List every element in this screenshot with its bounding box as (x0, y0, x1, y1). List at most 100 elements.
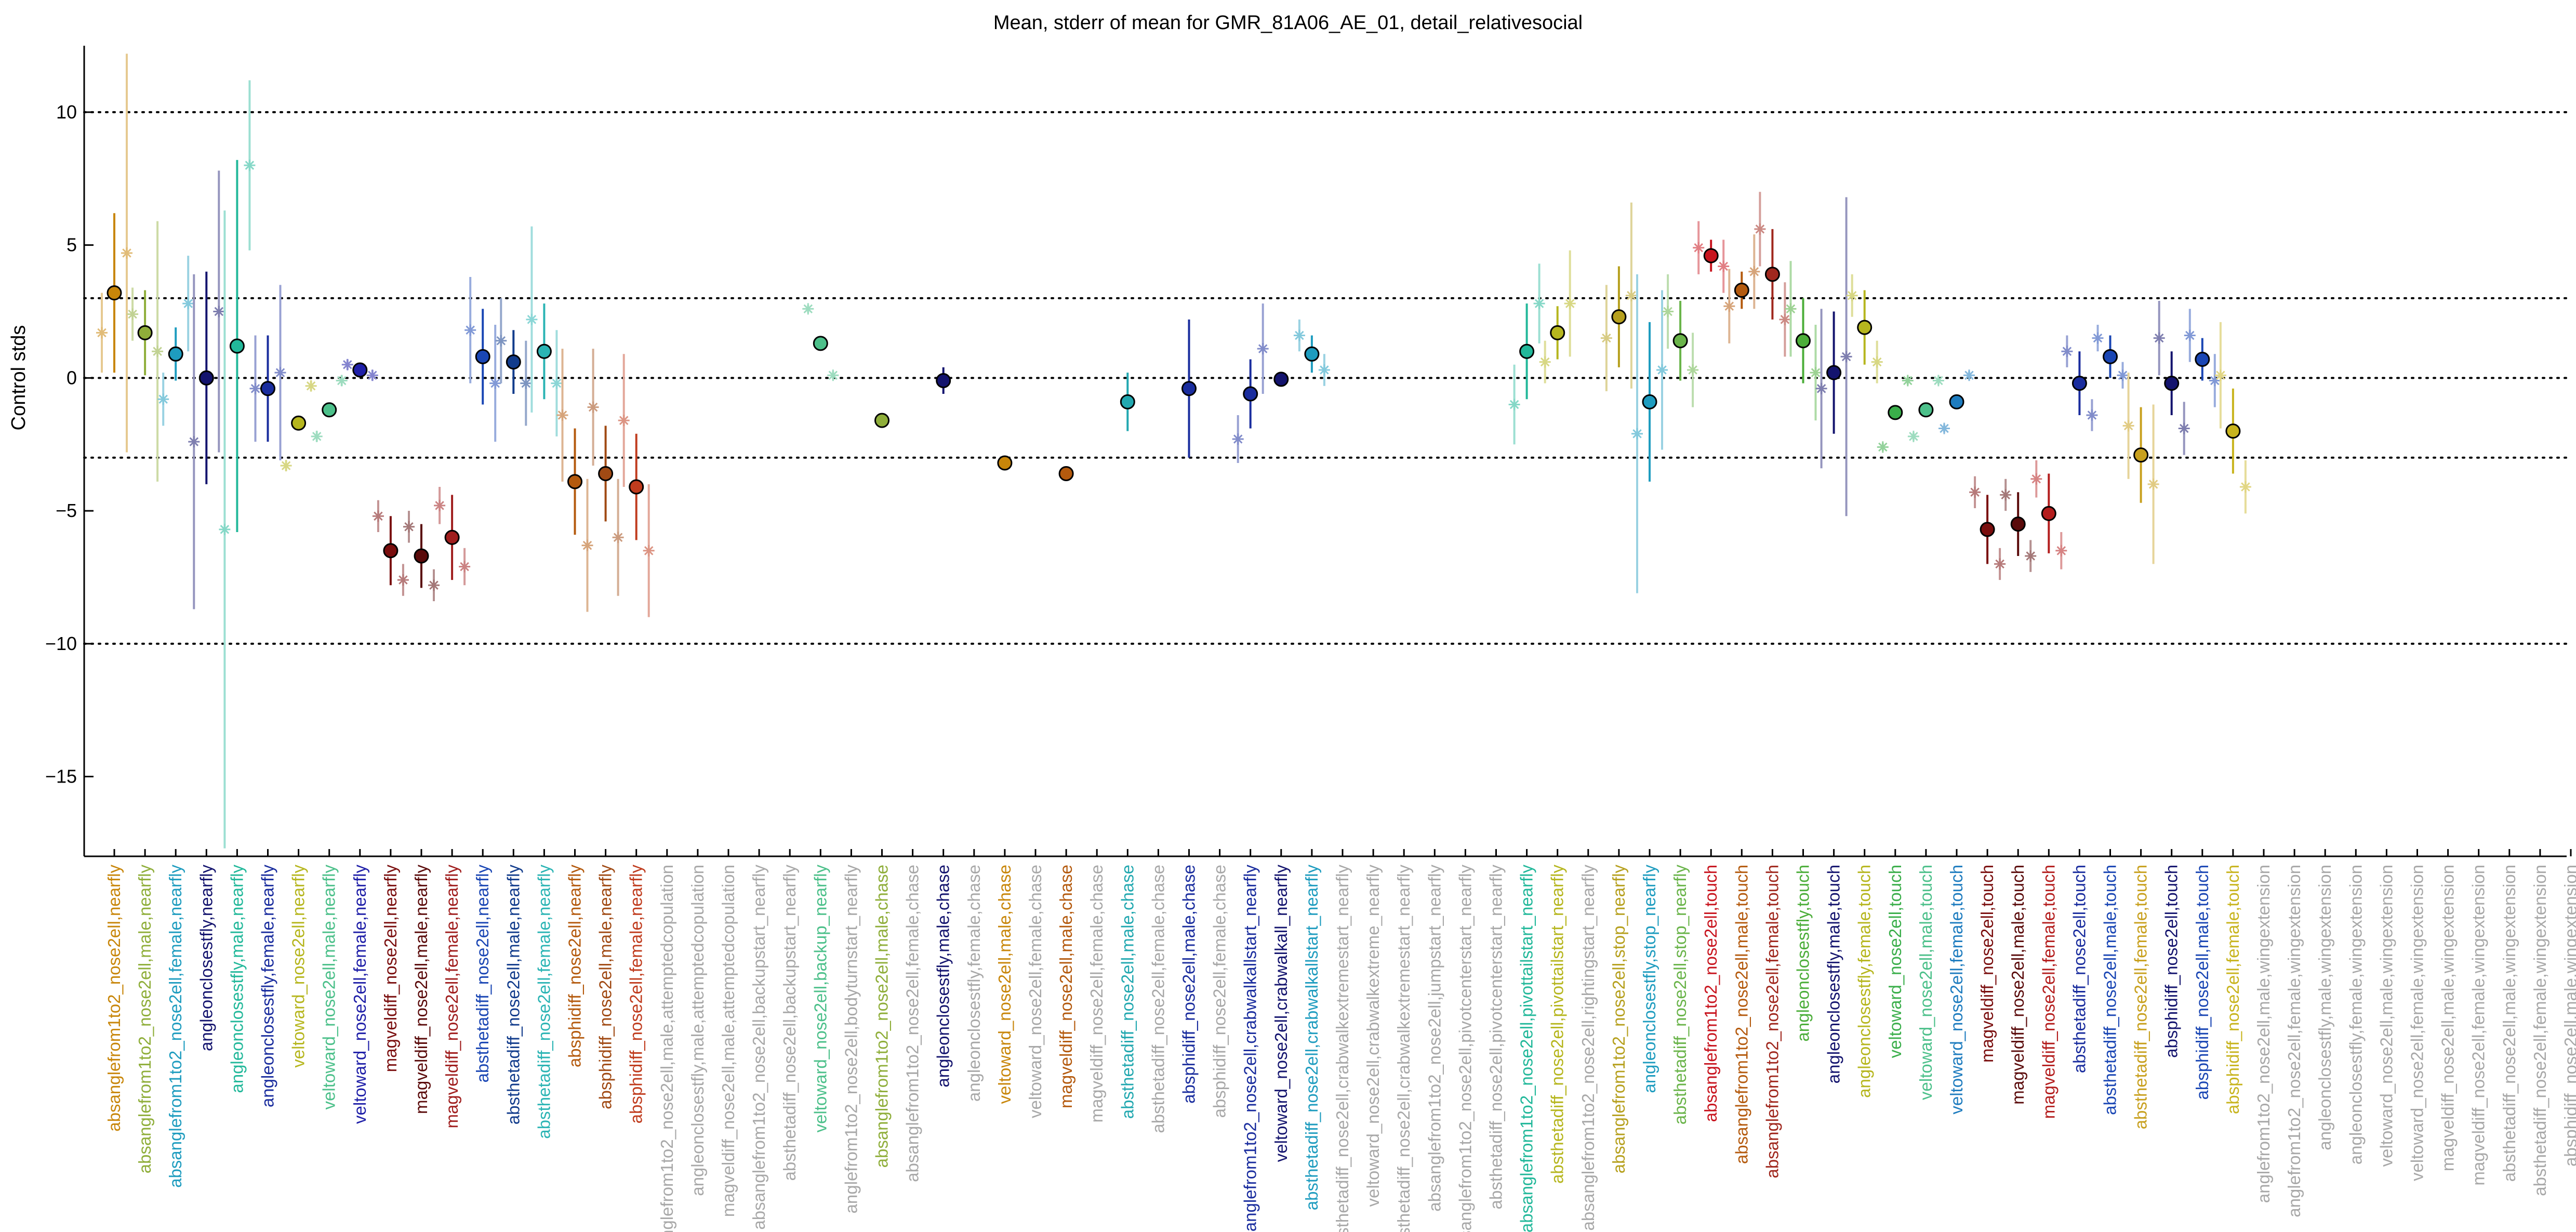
y-tick-label: 5 (67, 234, 77, 256)
mean-point (383, 543, 399, 559)
x-tick-label: absthetadiff_nose2ell,male,wingextension (2500, 865, 2519, 1182)
category-marks (874, 413, 889, 428)
x-tick-label: absphidiff_nose2ell,male,wingextension (2561, 865, 2576, 1167)
x-tick-label: veltoward_nose2ell,touch (1885, 865, 1905, 1058)
mean-point (475, 349, 490, 364)
x-tick-label: absthetadiff_nose2ell,crabwalkextremesta… (1394, 865, 1413, 1232)
mean-point (1672, 333, 1688, 349)
experiment-point (1509, 400, 1519, 409)
mean-point (1273, 372, 1289, 387)
mean-point (260, 381, 275, 396)
category-marks (403, 511, 440, 601)
experiment-point (1970, 487, 1980, 497)
x-tick-label: absanglefrom1to2_nose2ell,pivottailstart… (1517, 865, 1536, 1232)
x-tick-label: absanglefrom1to2_nose2ell,male,touch (1732, 865, 1751, 1164)
experiment-point (2179, 423, 2189, 433)
experiment-point (1627, 291, 1636, 300)
category-marks (2092, 325, 2129, 389)
category-marks (311, 375, 348, 442)
experiment-point (183, 299, 193, 308)
experiment-point (1755, 224, 1765, 234)
x-tick-label: absthetadiff_nose2ell,pivottailstart_nea… (1548, 865, 1567, 1184)
x-tick-label: veltoward_nose2ell,female,wingextension (2408, 865, 2427, 1181)
x-tick-label: absthetadiff_nose2ell,stop_nearfly (1670, 865, 1690, 1125)
mean-point (1857, 320, 1873, 335)
y-tick-label: −5 (56, 500, 77, 521)
experiment-point (2185, 330, 2195, 340)
category-marks (556, 349, 593, 612)
x-tick-label: angleonclosestfly,male,attemptedcopulati… (688, 865, 707, 1196)
x-tick-label: absthetadiff_nose2ell,touch (2069, 865, 2089, 1073)
category-marks (1539, 250, 1576, 383)
x-tick-label: absanglefrom1to2_nose2ell,female,nearfly (166, 865, 185, 1188)
experiment-point (1233, 434, 1243, 444)
x-tick-label: veltoward_nose2ell,male,chase (995, 865, 1014, 1104)
experiment-point (189, 437, 199, 446)
data-marks (96, 54, 2251, 849)
mean-point (1120, 394, 1135, 409)
experiment-point (1934, 376, 1943, 386)
experiment-point (2148, 480, 2158, 489)
experiment-point (527, 315, 537, 324)
experiment-point (1940, 423, 1949, 433)
mean-point (2225, 423, 2241, 439)
x-tick-label: veltoward_nose2ell,female,touch (1947, 865, 1966, 1115)
experiment-point (1909, 432, 1918, 441)
category-marks (1600, 202, 1637, 391)
x-tick-label: veltoward_nose2ell,male,nearfly (320, 865, 339, 1110)
x-tick-label: absthetadiff_nose2ell,female,wingextensi… (2530, 865, 2550, 1196)
experiment-point (582, 540, 592, 550)
mean-point (874, 413, 889, 428)
x-tick-label: magveldiff_nose2ell,male,chase (1056, 865, 1075, 1108)
mean-point (2041, 506, 2056, 521)
experiment-point (557, 410, 567, 420)
category-marks (1181, 319, 1197, 458)
experiment-point (828, 370, 838, 380)
mean-point (1888, 405, 1903, 420)
category-marks (1293, 319, 1330, 386)
reference-lines (83, 111, 2568, 645)
mean-point (1304, 346, 1320, 362)
experiment-point (460, 562, 469, 572)
x-tick-label: angleonclosestfly,female,wingextension (2346, 865, 2365, 1164)
experiment-point (1320, 365, 1329, 375)
mean-point (1611, 309, 1627, 325)
category-marks (157, 256, 194, 426)
x-tick-label: magveldiff_nose2ell,male,wingextension (2438, 865, 2458, 1171)
mean-point (2072, 376, 2087, 391)
mean-point (1796, 333, 1811, 349)
y-tick-label: 0 (67, 367, 77, 388)
mean-point (567, 474, 582, 489)
mean-point (2103, 349, 2118, 364)
x-tick-label: absthetadiff_nose2ell,male,chase (1118, 865, 1137, 1119)
experiment-point (1540, 357, 1550, 367)
category-marks (1508, 263, 1545, 445)
experiment-point (1878, 442, 1888, 452)
experiment-point (1964, 370, 1974, 380)
experiment-point (220, 525, 230, 534)
x-tick-label: absphidiff_nose2ell,nearfly (565, 865, 585, 1068)
experiment-point (435, 501, 444, 510)
category-marks (1815, 197, 1852, 516)
mean-point (229, 338, 245, 354)
mean-point (629, 479, 644, 495)
x-tick-label: absanglefrom1to2_nose2ell,male,nearfly (135, 865, 154, 1174)
category-marks (464, 276, 501, 442)
x-tick-label: absanglefrom1to2_nose2ell,stop_nearfly (1609, 865, 1628, 1174)
experiment-point (1719, 261, 1728, 271)
x-tick-label: veltoward_nose2ell,female,nearfly (350, 865, 369, 1124)
experiment-point (2216, 370, 2225, 380)
experiment-point (306, 381, 316, 391)
mean-point (2010, 516, 2026, 532)
experiment-point (2154, 333, 2164, 343)
x-tick-label: absanglefrom1to2_nose2ell,jumpstart_near… (1425, 865, 1444, 1212)
mean-point (198, 370, 214, 386)
x-tick-label: angleonclosestfly,male,wingextension (2315, 865, 2334, 1150)
x-tick-label: absanglefrom1to2_nose2ell,touch (1701, 865, 1720, 1122)
category-marks (1693, 221, 1730, 293)
x-tick-label: veltoward_nose2ell,backup_nearfly (811, 865, 830, 1133)
mean-point (107, 285, 122, 301)
category-marks (1631, 274, 1668, 593)
x-tick-label: absanglefrom1to2_nose2ell,crabwalkallsta… (1241, 865, 1260, 1232)
